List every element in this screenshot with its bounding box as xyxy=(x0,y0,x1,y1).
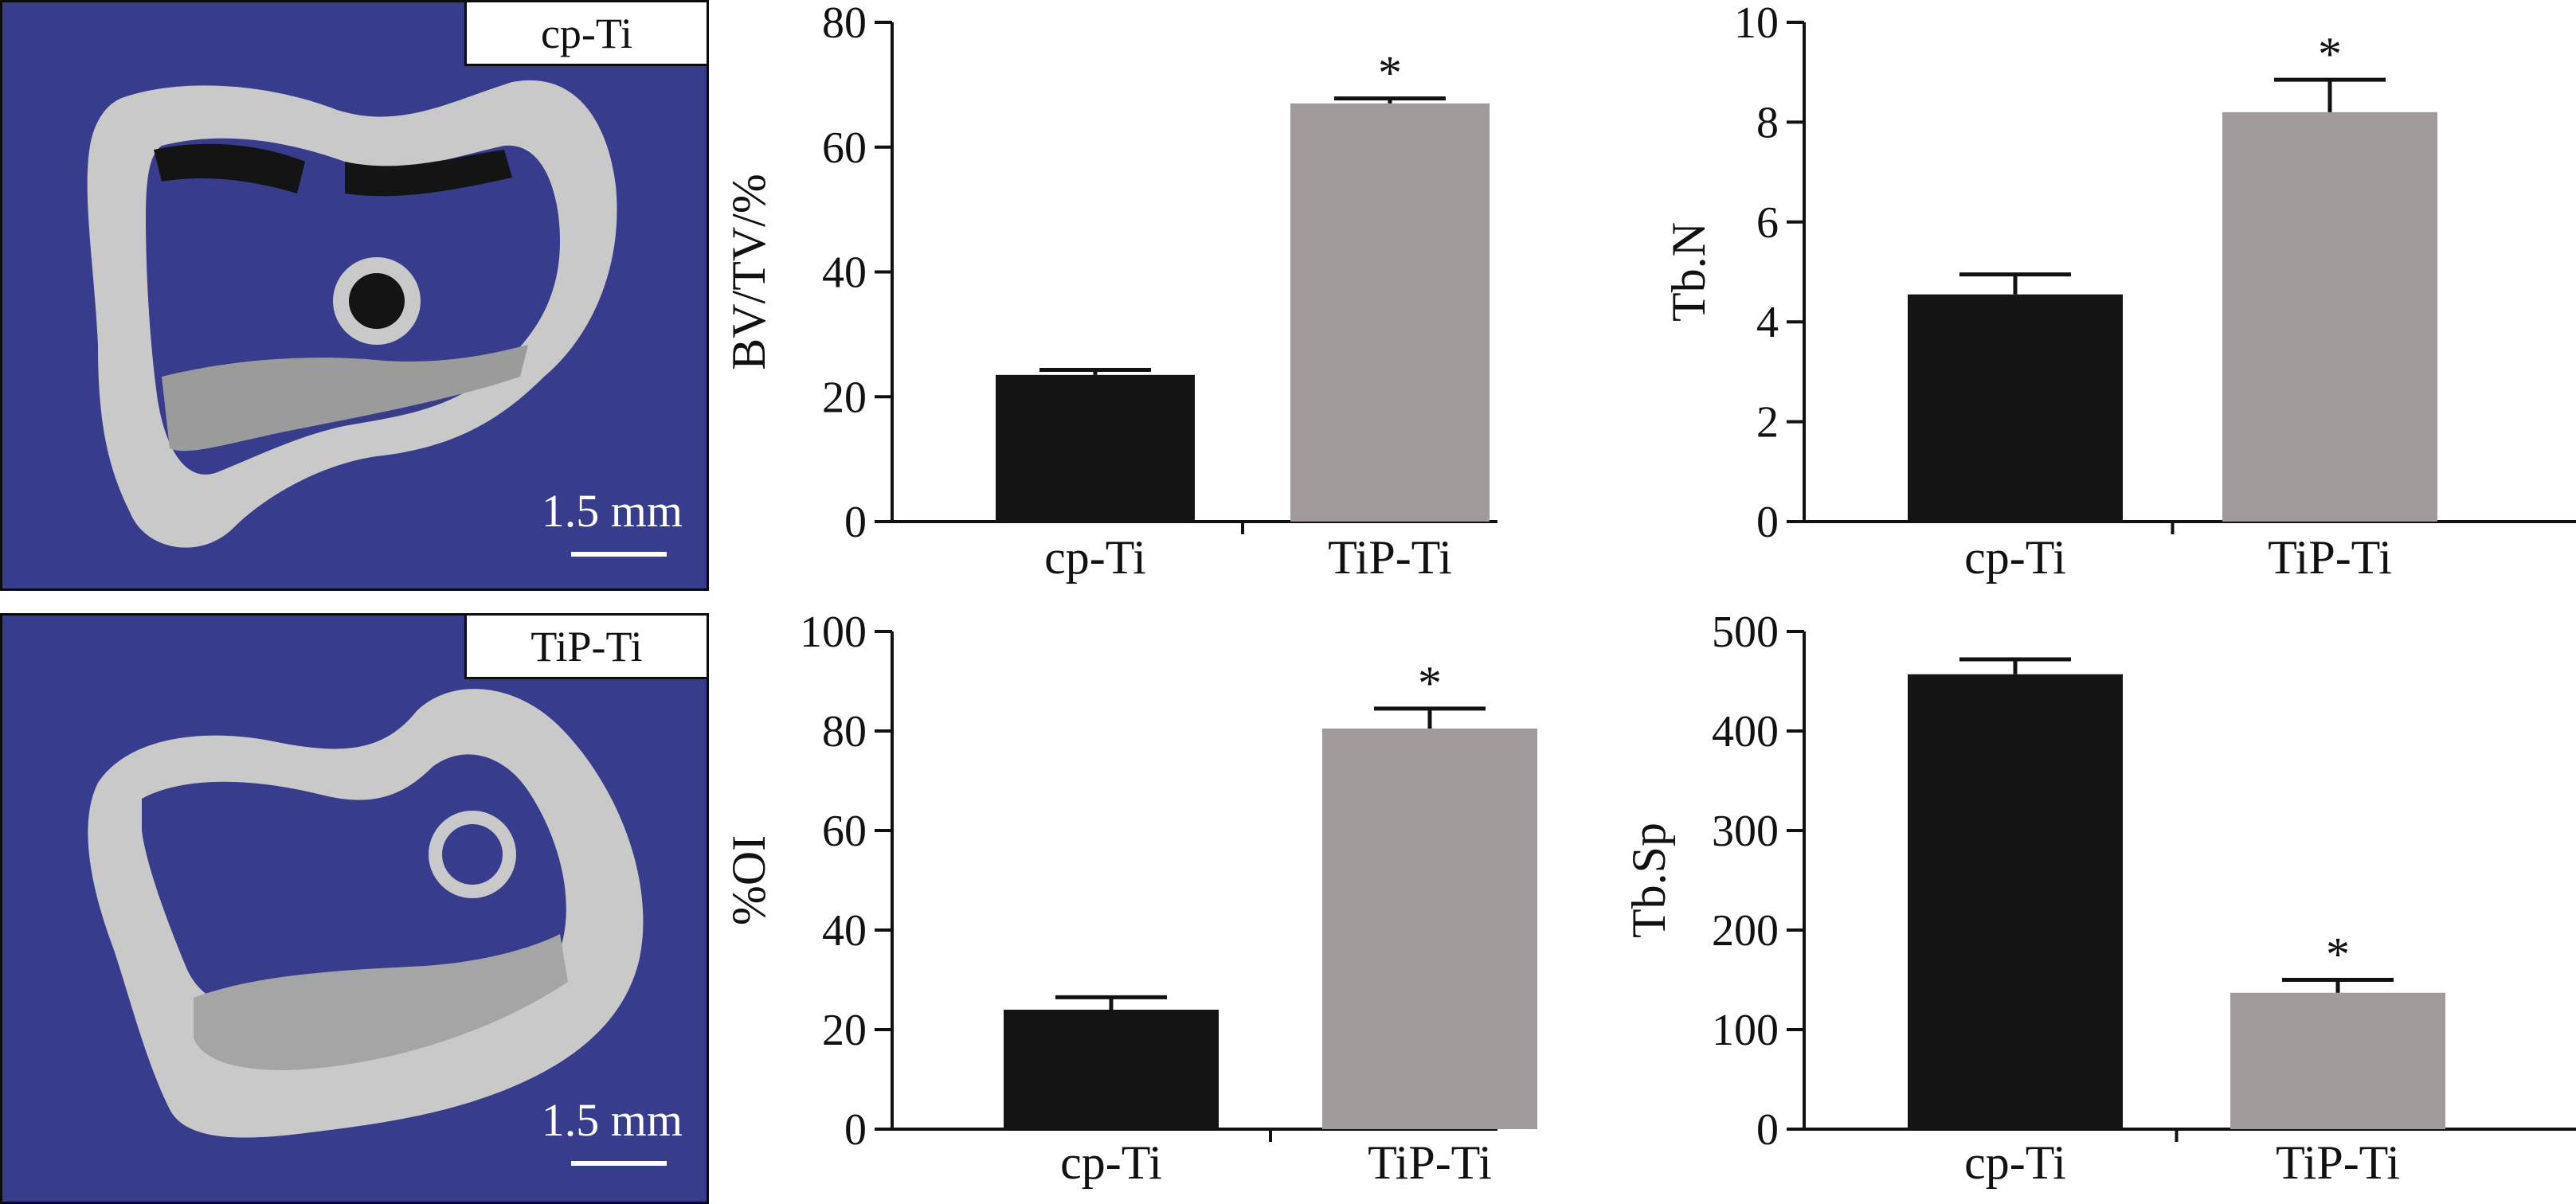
category-label: cp-Ti xyxy=(1964,1136,2066,1189)
y-tick-label: 40 xyxy=(822,248,867,298)
y-tick-label: 80 xyxy=(822,707,867,756)
scale-bar xyxy=(571,552,667,557)
bar xyxy=(2222,111,2437,522)
y-tick-label: 300 xyxy=(1712,807,1779,856)
y-tick-label: 0 xyxy=(1756,1105,1779,1155)
category-label: cp-Ti xyxy=(1060,1136,1162,1189)
y-tick-label: 4 xyxy=(1756,298,1779,347)
bar xyxy=(1290,103,1490,522)
y-tick-label: 2 xyxy=(1756,398,1779,448)
y-tick-label: 60 xyxy=(822,123,867,173)
scale-label: 1.5 mm xyxy=(541,1094,683,1146)
y-tick-label: 500 xyxy=(1712,608,1779,657)
bar xyxy=(1908,674,2123,1129)
y-tick-label: 20 xyxy=(822,373,867,422)
scale-label: 1.5 mm xyxy=(541,485,683,537)
bar xyxy=(1004,1010,1219,1129)
y-tick-label: 0 xyxy=(844,1105,867,1155)
bar xyxy=(1908,294,2123,522)
y-axis-label: BV/TV/% xyxy=(722,174,775,370)
y-tick-label: 6 xyxy=(1756,198,1779,248)
y-tick-label: 0 xyxy=(844,498,867,547)
bar xyxy=(996,374,1195,522)
significance-marker: * xyxy=(1418,657,1442,710)
category-label: TiP-Ti xyxy=(1328,531,1452,584)
y-axis-label: Tb.N xyxy=(1662,222,1715,322)
y-tick-label: 10 xyxy=(1734,0,1779,48)
y-axis-label: %OI xyxy=(722,835,775,925)
bone-cross-section-tip-ti xyxy=(88,689,644,1138)
category-label: cp-Ti xyxy=(1964,531,2066,584)
bar xyxy=(2230,992,2445,1129)
image-panel-tip-ti: TiP-Ti 1.5 mm xyxy=(0,613,709,1204)
y-axis-label: Tb.Sp xyxy=(1623,823,1675,938)
y-tick-label: 100 xyxy=(800,608,867,657)
y-tick-label: 60 xyxy=(822,807,867,856)
significance-marker: * xyxy=(1378,47,1402,100)
bar xyxy=(1322,728,1537,1129)
y-tick-label: 40 xyxy=(822,906,867,956)
scale-bar xyxy=(571,1161,667,1166)
significance-marker: * xyxy=(2326,928,2350,981)
y-tick-label: 200 xyxy=(1712,906,1779,956)
y-tick-label: 20 xyxy=(822,1006,867,1055)
significance-marker: * xyxy=(2318,28,2342,80)
category-label: TiP-Ti xyxy=(1368,1136,1492,1189)
y-tick-label: 8 xyxy=(1756,98,1779,147)
category-label: TiP-Ti xyxy=(2268,531,2392,584)
image-label: TiP-Ti xyxy=(464,616,707,679)
bone-cross-section-cp-ti xyxy=(87,80,617,548)
y-tick-label: 400 xyxy=(1712,707,1779,756)
y-tick-label: 0 xyxy=(1756,498,1779,547)
category-label: cp-Ti xyxy=(1044,531,1146,584)
y-tick-label: 100 xyxy=(1712,1006,1779,1055)
category-label: TiP-Ti xyxy=(2276,1136,2400,1189)
y-tick-label: 80 xyxy=(822,0,867,48)
image-label: cp-Ti xyxy=(464,2,707,66)
image-panel-cp-ti: cp-Ti 1.5 mm xyxy=(0,0,709,591)
